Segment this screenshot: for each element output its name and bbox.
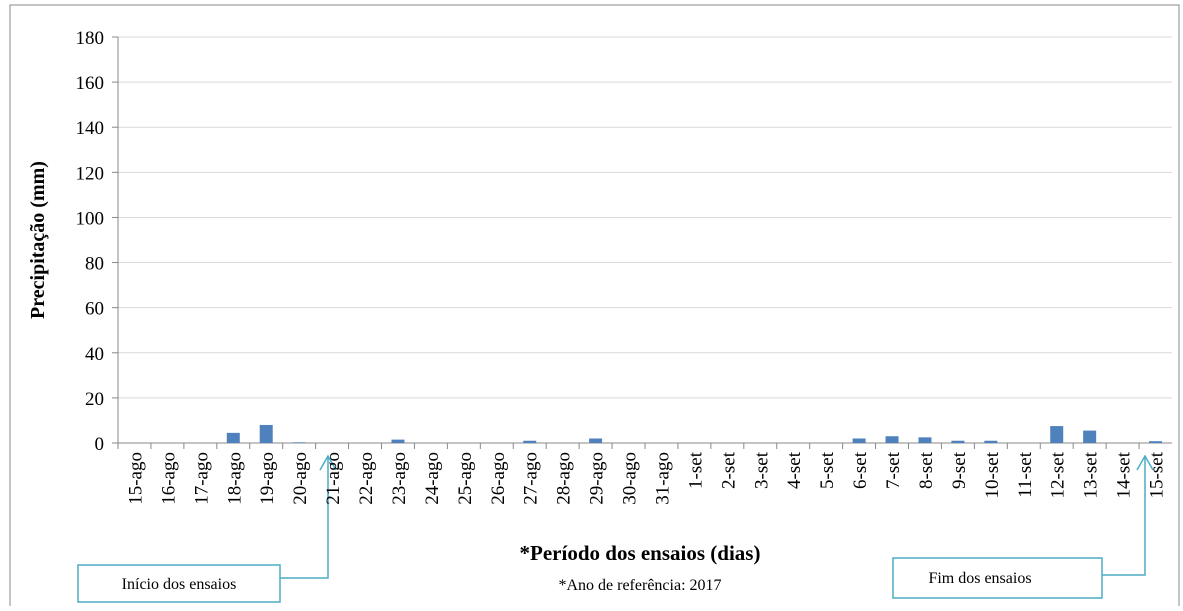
x-tick-label: 5-set — [817, 451, 838, 489]
bar — [885, 436, 899, 443]
bar — [852, 438, 866, 443]
y-tick-label: 180 — [76, 28, 105, 49]
x-tick-label: 31-ago — [652, 452, 673, 505]
x-tick-label: 9-set — [949, 451, 970, 489]
x-tick-label: 17-ago — [191, 452, 212, 505]
x-tick-label: 18-ago — [224, 452, 245, 505]
bar — [292, 442, 306, 443]
arrow-head — [1136, 454, 1154, 471]
x-tick-label: 7-set — [883, 451, 904, 489]
arrow — [280, 456, 329, 579]
x-tick-label: 15-set — [1147, 451, 1168, 498]
bar — [1050, 426, 1064, 443]
x-tick-label: 12-set — [1048, 451, 1069, 498]
bar — [1083, 430, 1097, 443]
x-tick-label: 16-ago — [158, 452, 179, 505]
annotation-box — [77, 564, 281, 603]
x-tick-label: 15-ago — [125, 452, 146, 505]
annotation: Início dos ensaios — [122, 576, 237, 593]
bar — [918, 437, 932, 443]
y-tick-label: 100 — [76, 208, 105, 229]
bar — [589, 438, 603, 443]
bar — [984, 440, 998, 443]
x-tick-label: 24-ago — [422, 452, 443, 505]
annotation: Fim dos ensaios — [928, 570, 1031, 587]
x-tick-label: 6-set — [850, 451, 871, 489]
bar — [259, 424, 273, 443]
x-tick-label: 13-set — [1081, 451, 1102, 498]
x-tick-label: 1-set — [685, 451, 706, 489]
x-tick-label: 29-ago — [587, 452, 608, 505]
x-tick-label: 28-ago — [554, 452, 575, 505]
y-tick-label: 160 — [76, 73, 105, 94]
x-tick-label: 19-ago — [257, 452, 278, 505]
x-tick-label: 4-set — [784, 451, 805, 489]
x-axis-label: *Período dos ensaios (dias) — [520, 541, 761, 565]
y-tick-label: 60 — [85, 299, 104, 320]
y-axis-label: Precipitação (mm) — [27, 161, 49, 319]
y-tick-label: 20 — [85, 389, 104, 410]
bar — [523, 440, 537, 443]
x-tick-label: 14-set — [1114, 451, 1135, 498]
bar — [391, 439, 405, 443]
y-tick-label: 140 — [76, 118, 105, 139]
bar — [226, 432, 240, 443]
x-tick-label: 3-set — [751, 451, 772, 489]
y-tick-label: 120 — [76, 163, 105, 184]
x-tick-label: 27-ago — [521, 452, 542, 505]
x-tick-label: 26-ago — [488, 452, 509, 505]
x-tick-label: 30-ago — [620, 452, 641, 505]
x-tick-label: 23-ago — [389, 452, 410, 505]
x-tick-label: 21-ago — [323, 452, 344, 505]
bar — [1149, 441, 1163, 443]
arrow — [1102, 456, 1146, 576]
x-tick-label: 25-ago — [455, 452, 476, 505]
arrow-head — [319, 454, 337, 471]
x-tick-label: 10-set — [982, 451, 1003, 498]
bar — [951, 440, 965, 443]
x-tick-label: 20-ago — [290, 452, 311, 505]
y-tick-label: 40 — [85, 344, 104, 365]
x-tick-label: 11-set — [1015, 451, 1036, 497]
x-tick-label: 22-ago — [356, 452, 377, 505]
frame — [9, 4, 1180, 611]
y-tick-label: 0 — [95, 434, 105, 455]
note: *Ano de referência: 2017 — [558, 577, 721, 594]
annotation-box — [892, 557, 1103, 599]
x-tick-label: 8-set — [916, 451, 937, 489]
y-tick-label: 80 — [85, 254, 104, 275]
x-tick-label: 2-set — [718, 451, 739, 489]
